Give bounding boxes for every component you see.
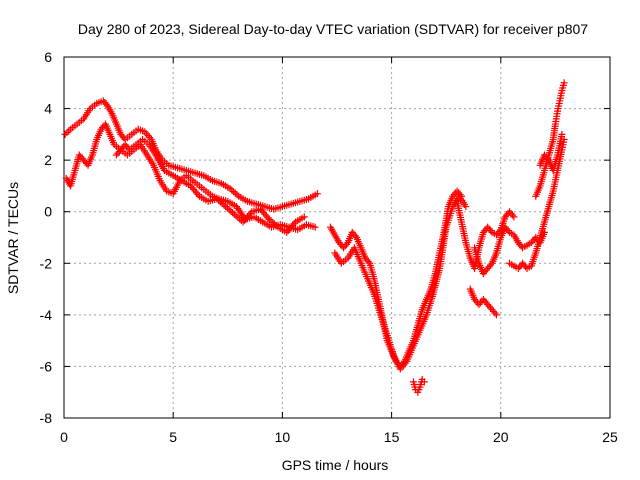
data-point: [560, 79, 568, 87]
series-trace-j: [506, 136, 568, 272]
x-tick-label: 15: [384, 429, 400, 445]
data-point-fill: [504, 227, 512, 235]
data-point-fill: [194, 191, 202, 199]
series-trace-d: [326, 187, 465, 370]
data-point-fill: [65, 127, 73, 135]
data-point-fill: [229, 188, 237, 196]
data-point-fill: [543, 154, 551, 162]
grid-layer: [64, 57, 610, 418]
x-axis-label: GPS time / hours: [282, 457, 389, 473]
series-trace-b: [62, 120, 319, 234]
data-point: [420, 378, 428, 386]
y-tick-label: 4: [44, 101, 52, 117]
y-tick-label: 0: [44, 204, 52, 220]
chart-title: Day 280 of 2023, Sidereal Day-to-day VTE…: [78, 21, 588, 37]
x-tick-label: 25: [602, 429, 618, 445]
data-point: [300, 213, 308, 221]
data-point-fill: [364, 258, 372, 266]
data-point: [510, 213, 518, 221]
data-point: [462, 203, 470, 211]
data-point-fill: [351, 232, 359, 240]
data-point: [492, 311, 500, 319]
y-tick-label: -4: [40, 307, 53, 323]
plot-frame: [63, 56, 611, 419]
data-point: [311, 223, 319, 231]
y-tick-label: 2: [44, 152, 52, 168]
y-axis-label: SDTVAR / TECUs: [5, 182, 21, 294]
series-trace-c: [112, 136, 308, 236]
y-tick-label: -6: [40, 358, 53, 374]
x-tick-label: 0: [60, 429, 68, 445]
y-tick-label: 6: [44, 49, 52, 65]
data-point-fill: [231, 189, 239, 197]
data-point-fill: [246, 209, 254, 217]
data-point-fill: [225, 206, 233, 214]
tick-layer: 0 5 10 15 20 25 -8 -6 -4 -2 0 2 4 6: [40, 49, 618, 445]
data-point: [61, 130, 69, 138]
y-tick-label: -2: [40, 255, 53, 271]
data-point-fill: [342, 240, 350, 248]
x-tick-label: 5: [169, 429, 177, 445]
data-point-fill: [290, 220, 298, 228]
series-trace-h: [466, 285, 500, 319]
data-point: [313, 190, 321, 198]
data-point: [558, 130, 566, 138]
x-tick-label: 10: [275, 429, 291, 445]
series-trace-f: [409, 375, 428, 396]
series-trace-e: [331, 192, 470, 373]
data-point-fill: [229, 209, 237, 217]
data-point-fill: [102, 100, 110, 108]
data-point-fill: [508, 211, 516, 219]
data-point-fill: [487, 227, 495, 235]
series-trace-a: [61, 97, 321, 213]
series-trace-i: [471, 223, 548, 278]
data-point-fill: [227, 207, 235, 215]
points-layer: [61, 79, 568, 396]
series-trace-g: [453, 197, 518, 272]
y-tick-label: -8: [40, 410, 53, 426]
series-trace-k: [532, 79, 568, 200]
series-trace-l: [536, 130, 566, 174]
data-point-fill: [487, 261, 495, 269]
x-tick-label: 20: [493, 429, 509, 445]
data-point-fill: [264, 214, 272, 222]
data-point-fill: [491, 309, 499, 317]
